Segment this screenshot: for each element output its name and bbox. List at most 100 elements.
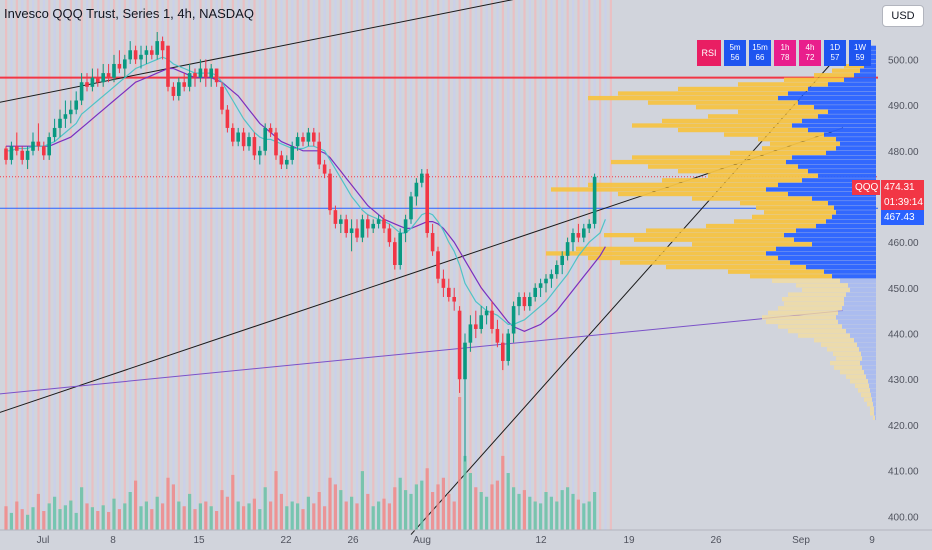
candle-body	[533, 287, 537, 297]
volume-profile-buy	[836, 137, 876, 142]
session-stripe	[161, 0, 164, 530]
volume-bar	[431, 492, 435, 530]
volume-profile-buy	[834, 205, 876, 210]
volume-profile-buy	[854, 338, 876, 343]
volume-profile-buy	[850, 333, 876, 338]
volume-bar	[501, 455, 505, 530]
candle-body	[587, 223, 591, 229]
volume-profile-buy	[864, 63, 876, 69]
candle-body	[420, 173, 424, 183]
session-stripe	[377, 0, 380, 530]
volume-bar	[587, 501, 591, 530]
volume-profile-buy	[860, 68, 876, 73]
candle-body	[4, 148, 8, 160]
candle-body	[544, 278, 548, 284]
candle-body	[166, 45, 170, 87]
volume-bar	[258, 509, 262, 530]
volume-profile-buy	[846, 328, 876, 334]
volume-profile-buy	[816, 223, 876, 229]
session-stripe	[64, 0, 67, 530]
session-stripe	[264, 0, 267, 530]
session-stripe	[388, 0, 391, 530]
candle-body	[576, 233, 581, 238]
volume-profile-sell	[696, 105, 814, 110]
volume-profile-buy	[808, 127, 876, 133]
candle-body	[333, 210, 338, 224]
currency-button[interactable]: USD	[882, 5, 924, 27]
volume-bar	[215, 511, 219, 530]
volume-bar	[242, 506, 246, 530]
rsi-cell-1d: 1D 57	[824, 40, 846, 66]
session-stripe	[323, 0, 326, 530]
volume-profile-buy	[788, 91, 876, 96]
volume-bar	[123, 503, 127, 530]
volume-profile-buy	[844, 77, 876, 82]
candle-body	[479, 315, 483, 329]
volume-profile-sell	[873, 415, 875, 421]
session-stripe	[53, 0, 56, 530]
volume-profile-sell	[834, 365, 862, 370]
volume-bar	[166, 477, 170, 530]
candle-body	[263, 127, 267, 151]
trend-line	[0, 0, 514, 103]
volume-profile-buy	[862, 365, 876, 370]
candle-body	[42, 146, 46, 156]
volume-bar	[20, 509, 24, 530]
volume-bar	[317, 492, 321, 530]
volume-bar	[236, 501, 240, 530]
volume-profile-sell	[634, 237, 794, 242]
candle-body	[31, 141, 35, 151]
volume-bar	[398, 477, 402, 530]
candle-body	[258, 150, 262, 156]
volume-profile-sell	[784, 77, 844, 82]
volume-profile-sell	[611, 159, 786, 165]
session-stripe	[523, 0, 526, 530]
volume-bar	[360, 471, 364, 530]
volume-bar	[555, 501, 559, 530]
session-stripe	[102, 0, 105, 530]
volume-profile-buy	[868, 379, 876, 384]
rsi-tf: 1D	[829, 43, 841, 52]
candle-body	[241, 132, 246, 147]
session-stripe	[442, 0, 445, 530]
volume-bar	[404, 490, 408, 530]
volume-profile-sell	[802, 287, 850, 293]
candle-body	[425, 173, 429, 234]
candle-body	[468, 324, 473, 343]
volume-profile-buy	[870, 388, 876, 393]
session-stripe	[539, 0, 542, 530]
candle-body	[204, 68, 208, 78]
session-stripe	[577, 0, 580, 530]
candle-body	[85, 82, 89, 87]
volume-profile-buy	[846, 292, 876, 297]
session-stripe	[501, 0, 504, 530]
volume-profile-buy	[818, 173, 876, 178]
volume-profile-sell	[864, 397, 872, 402]
volume-profile-buy	[788, 191, 876, 197]
volume-bar	[112, 498, 116, 530]
candle-body	[312, 132, 316, 142]
volume-profile-sell	[678, 169, 808, 174]
session-stripe	[404, 0, 407, 530]
time-tick-label: Sep	[792, 535, 810, 546]
volume-profile-buy	[802, 178, 876, 183]
candle-body	[430, 233, 435, 252]
session-stripe	[10, 0, 13, 530]
rsi-cell-1w: 1W 59	[849, 40, 871, 66]
candle-body	[133, 50, 138, 60]
volume-profile-buy	[826, 219, 876, 224]
volume-profile-buy	[828, 201, 876, 206]
volume-profile-sell	[821, 342, 857, 347]
candle-body	[15, 146, 19, 151]
candle-body	[96, 77, 100, 83]
session-stripe	[339, 0, 342, 530]
session-stripe	[215, 0, 218, 530]
volume-bar	[225, 496, 229, 530]
ma-fast-line	[6, 56, 606, 325]
candle-body	[565, 242, 570, 256]
candle-body	[106, 73, 111, 78]
volume-bar	[355, 503, 359, 530]
volume-profile-sell	[827, 347, 859, 352]
candle-body	[447, 287, 451, 297]
